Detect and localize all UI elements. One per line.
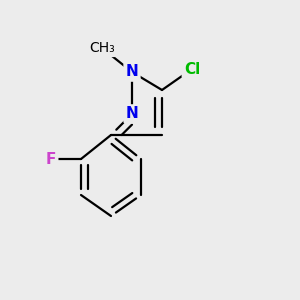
Text: CH₃: CH₃ — [89, 41, 115, 55]
Text: F: F — [46, 152, 56, 166]
Text: N: N — [126, 64, 138, 80]
Text: N: N — [126, 106, 138, 122]
Text: Cl: Cl — [184, 61, 200, 76]
